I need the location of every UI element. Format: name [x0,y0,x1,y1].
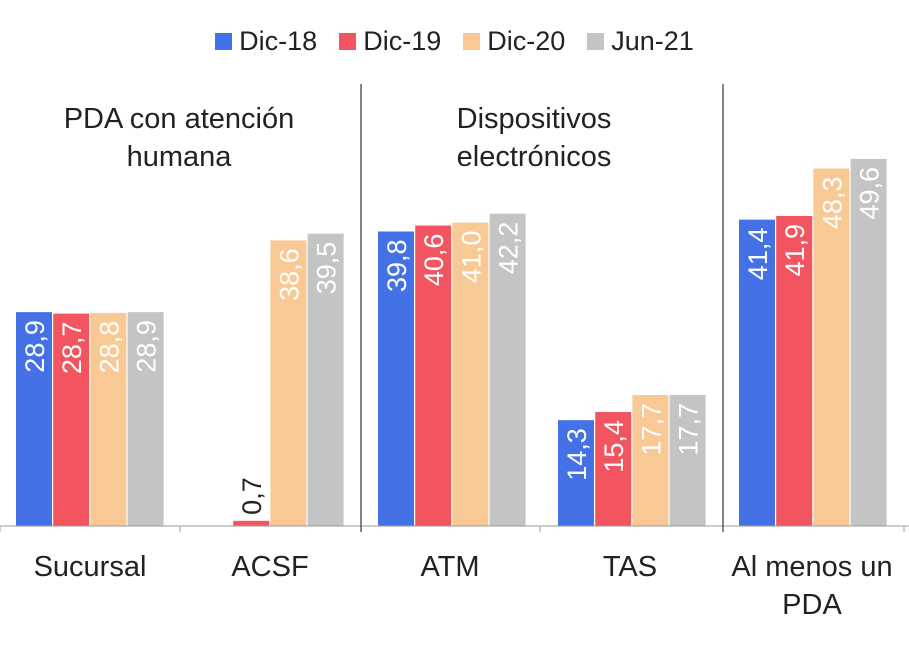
value-label-tas-jun21: 17,7 [674,403,704,456]
bar-sucursal-dic20 [90,312,127,526]
legend-label-dic19: Dic-19 [363,25,442,56]
category-label-sucursal: Sucursal [33,551,147,583]
bar-atm-dic19 [415,225,452,526]
value-label-tas-dic20: 17,7 [636,403,666,456]
bar-tas-dic19 [595,412,632,526]
bar-tas-dic18 [558,420,594,526]
legend-item-dic20: Dic-20 [463,26,565,57]
value-label-al-menos-un-pda-dic20: 48,3 [817,177,847,230]
value-label-atm-jun21: 42,2 [494,222,524,275]
value-label-sucursal-jun21: 28,9 [132,320,162,373]
value-label-atm-dic18: 39,8 [382,239,412,292]
legend-swatch-jun21 [587,32,605,50]
legend-label-dic20: Dic-20 [487,25,566,56]
legend-swatch-dic20 [463,32,481,50]
value-label-atm-dic19: 40,6 [419,234,449,287]
bar-atm-jun21 [489,213,526,526]
category-label-tas: TAS [602,551,658,583]
bar-sucursal-dic18 [16,312,52,526]
value-label-acsf-jun21: 39,5 [312,242,342,295]
value-label-sucursal-dic20: 28,8 [94,321,124,374]
bar-tas-jun21 [669,395,706,526]
legend-item-dic18: Dic-18 [215,26,317,57]
bar-acsf-dic20 [270,240,307,527]
value-label-sucursal-dic19: 28,7 [57,322,87,375]
bar-atm-dic18 [378,231,414,527]
bar-al-menos-un-pda-dic18 [739,219,775,526]
legend-swatch-dic19 [339,32,357,50]
legend-swatch-dic18 [215,32,233,50]
category-label-acsf: ACSF [231,551,309,583]
group-title-dispositivos: Dispositivos electrónicos [456,103,612,173]
category-label-al-menos-un-pda: Al menos un PDA [731,551,893,621]
value-label-acsf-dic19: 0,7 [237,477,267,515]
value-label-acsf-dic20: 38,6 [274,248,304,301]
axis-layer [0,84,909,532]
bar-acsf-jun21 [307,233,344,526]
bar-sucursal-jun21 [127,312,164,526]
bar-tas-dic20 [632,395,669,526]
value-label-sucursal-dic18: 28,9 [20,320,50,373]
value-label-tas-dic19: 15,4 [599,420,629,473]
legend-item-dic19: Dic-19 [339,26,441,57]
value-labels-layer: 28,9 28,7 28,8 28,90,738,6 39,5 39,8 40,6 41,0 4… [20,167,885,515]
value-label-al-menos-un-pda-dic19: 41,9 [780,224,810,277]
bar-sucursal-dic19 [53,313,90,526]
bar-acsf-dic19 [233,520,270,526]
bar-al-menos-un-pda-jun21 [850,158,887,526]
value-label-tas-dic18: 14,3 [562,428,592,481]
bars-layer [16,158,887,527]
bar-atm-dic20 [452,222,489,526]
bar-al-menos-un-pda-dic20 [813,168,850,526]
group-title-atencion-humana: PDA con atención humana [63,103,295,173]
legend-item-jun21: Jun-21 [587,26,694,57]
category-label-atm: ATM [420,551,480,583]
legend: Dic-18 Dic-19 Dic-20 Jun-21 [0,24,909,58]
value-label-atm-dic20: 41,0 [456,231,486,284]
value-label-al-menos-un-pda-dic18: 41,4 [743,228,773,281]
value-label-al-menos-un-pda-jun21: 49,6 [855,167,885,220]
bar-al-menos-un-pda-dic19 [776,215,813,526]
legend-label-dic18: Dic-18 [239,25,318,56]
legend-label-jun21: Jun-21 [611,25,694,56]
